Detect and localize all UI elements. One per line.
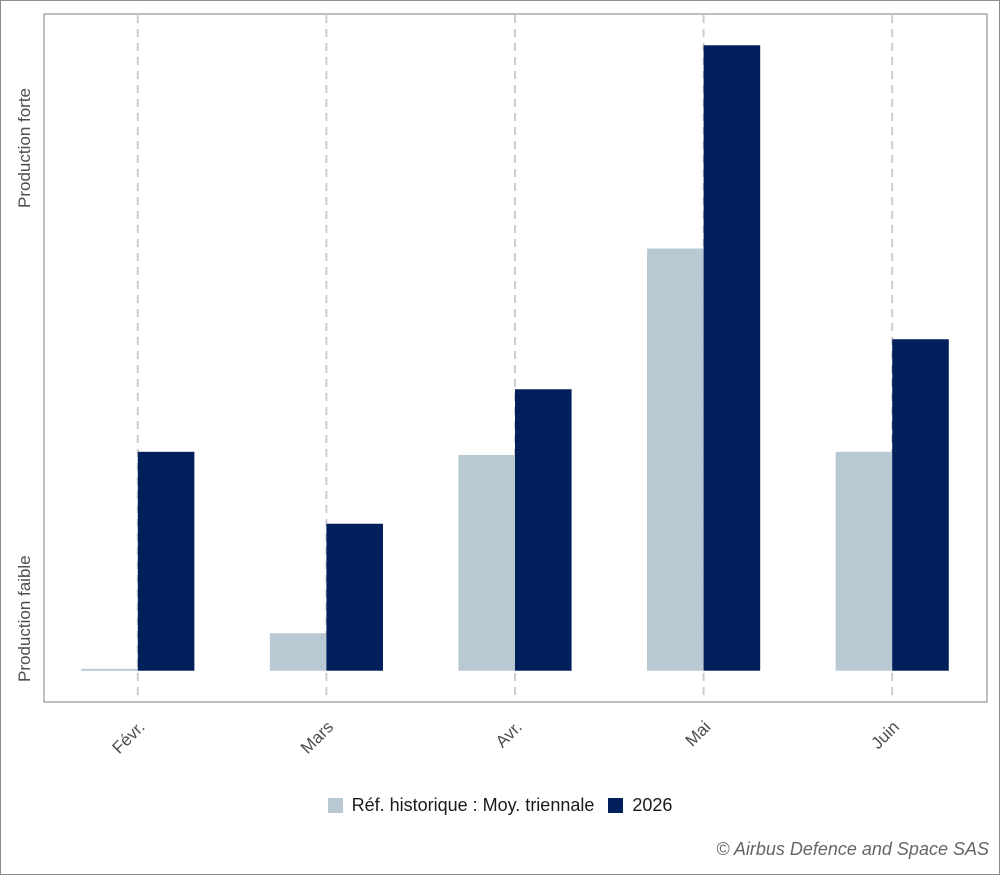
y-label-high: Production forte	[15, 88, 34, 208]
bar-2026	[326, 523, 383, 671]
bar-reference	[458, 454, 515, 671]
bar-reference	[647, 248, 704, 671]
x-tick-label: Juin	[868, 717, 903, 752]
bar-2026	[137, 451, 195, 671]
bars	[81, 45, 949, 671]
bar-2026	[515, 389, 572, 671]
x-tick-labels: Févr. Mars Avr. Mai Juin	[108, 717, 903, 757]
bar-reference	[81, 668, 138, 671]
copyright-credit: © Airbus Defence and Space SAS	[716, 839, 989, 859]
legend-label-reference: Réf. historique : Moy. triennale	[351, 795, 595, 815]
chart-area: Févr. Mars Avr. Mai Juin Production forte Pr…	[15, 13, 988, 758]
bar-2026	[892, 339, 949, 671]
legend-item-reference: Réf. historique : Moy. triennale	[327, 795, 595, 816]
legend: Réf. historique : Moy. triennale 2026	[0, 795, 1000, 816]
y-label-low: Production faible	[15, 555, 34, 682]
legend-swatch-reference	[327, 798, 343, 813]
x-tick-label: Févr.	[108, 717, 148, 757]
bar-reference	[269, 633, 327, 671]
legend-label-2026: 2026	[632, 795, 673, 815]
x-tick-label: Avr.	[492, 717, 526, 751]
bar-2026	[703, 45, 761, 671]
bar-reference	[835, 451, 893, 671]
y-axis-labels: Production forte Production faible	[15, 88, 34, 682]
x-tick-label: Mai	[682, 717, 715, 750]
legend-item-2026: 2026	[608, 795, 672, 816]
x-tick-label: Mars	[297, 717, 337, 757]
legend-swatch-2026	[608, 798, 624, 813]
